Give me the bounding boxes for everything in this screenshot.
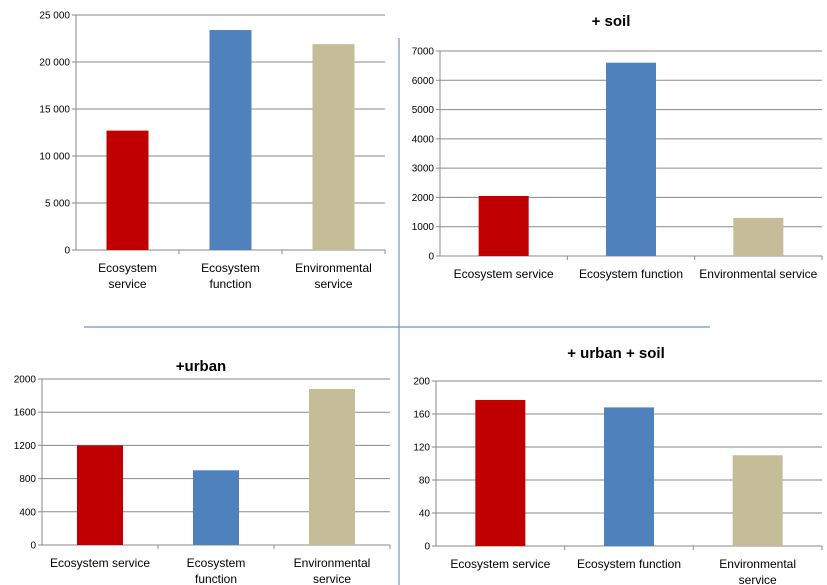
y-tick-label: 2000 bbox=[14, 375, 37, 386]
chart-title: + soil bbox=[592, 13, 631, 30]
chart-title: + urban + soil bbox=[567, 345, 665, 362]
x-category-label: Ecosystem service bbox=[450, 557, 550, 571]
chart-panel-total: 0 5 000 10 000 15 000 20 000 25 000 Ecosystem s… bbox=[39, 11, 386, 291]
x-category-label: Ecosystem bbox=[98, 261, 157, 275]
bar bbox=[106, 130, 149, 250]
chart-panel-urban-soil: 0 40 80 120 160 200 Ecosystem service Ecosystem… bbox=[413, 345, 823, 585]
x-category-label: Environmental service bbox=[699, 267, 817, 281]
bar bbox=[606, 62, 656, 256]
bar bbox=[732, 455, 783, 546]
bar bbox=[478, 195, 529, 256]
bar bbox=[475, 399, 526, 546]
x-category-label: Environmental bbox=[294, 556, 371, 570]
x-category-label: function bbox=[209, 277, 251, 291]
x-category-label: Environmental bbox=[295, 261, 372, 275]
y-tick-label: 4000 bbox=[412, 134, 435, 145]
x-category-label: function bbox=[195, 572, 237, 585]
chart-title: +urban bbox=[176, 358, 226, 375]
y-tick-label: 20 000 bbox=[39, 58, 70, 69]
y-tick-label: 160 bbox=[413, 410, 430, 421]
y-tick-label: 2000 bbox=[412, 193, 435, 204]
y-tick-label: 7000 bbox=[412, 47, 435, 58]
bar bbox=[309, 388, 355, 545]
x-category-label: Ecosystem function bbox=[579, 267, 683, 281]
y-tick-label: 0 bbox=[428, 252, 434, 263]
y-tick-label: 1000 bbox=[412, 222, 435, 233]
y-tick-label: 5 000 bbox=[45, 199, 70, 210]
y-tick-label: 3000 bbox=[412, 164, 435, 175]
y-tick-label: 400 bbox=[19, 507, 36, 518]
y-tick-label: 200 bbox=[413, 377, 430, 388]
y-tick-label: 0 bbox=[424, 542, 430, 553]
y-tick-label: 0 bbox=[30, 541, 36, 552]
bar bbox=[604, 407, 654, 546]
y-tick-label: 6000 bbox=[412, 76, 435, 87]
y-tick-label: 800 bbox=[19, 474, 36, 485]
y-tick-label: 25 000 bbox=[39, 11, 70, 22]
bar bbox=[209, 30, 252, 251]
x-category-label: Environmental bbox=[719, 557, 796, 571]
y-tick-label: 120 bbox=[413, 443, 430, 454]
y-tick-label: 40 bbox=[419, 509, 431, 520]
bar bbox=[312, 44, 355, 250]
y-tick-label: 5000 bbox=[412, 105, 435, 116]
bar bbox=[193, 470, 239, 545]
x-category-label: service bbox=[313, 572, 351, 585]
x-category-label: Ecosystem bbox=[201, 261, 260, 275]
y-tick-label: 1600 bbox=[14, 408, 37, 419]
y-tick-label: 10 000 bbox=[39, 152, 70, 163]
bar bbox=[733, 217, 784, 256]
x-category-label: service bbox=[314, 277, 352, 291]
bar bbox=[77, 445, 123, 545]
y-tick-label: 15 000 bbox=[39, 105, 70, 116]
x-category-label: Ecosystem service bbox=[454, 267, 554, 281]
x-category-label: Ecosystem function bbox=[577, 557, 681, 571]
x-category-label: Ecosystem service bbox=[50, 556, 150, 570]
x-category-label: service bbox=[108, 277, 146, 291]
y-tick-label: 0 bbox=[64, 246, 70, 257]
x-category-label: Ecosystem bbox=[187, 556, 246, 570]
y-tick-label: 80 bbox=[419, 476, 431, 487]
chart-panel-soil: 0 1000 2000 3000 4000 5000 6000 7000 Ecosystem s… bbox=[412, 13, 823, 281]
x-category-label: service bbox=[739, 573, 777, 585]
y-tick-label: 1200 bbox=[14, 441, 37, 452]
chart-panel-urban: 0 400 800 1200 1600 2000 Ecosystem service Ecos… bbox=[14, 358, 391, 585]
